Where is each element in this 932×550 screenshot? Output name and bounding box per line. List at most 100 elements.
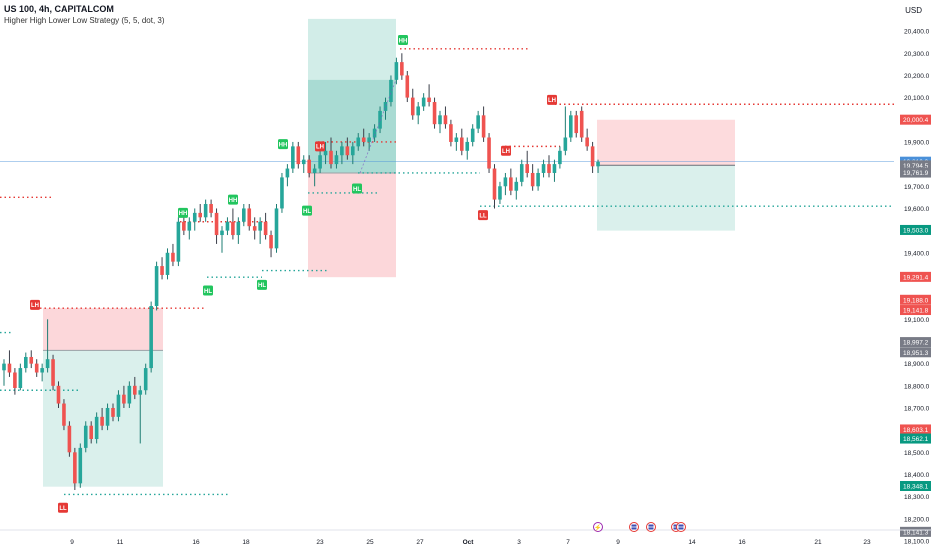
price-tag-label: 19,141.8 xyxy=(903,308,929,315)
candle xyxy=(56,381,61,408)
candle xyxy=(83,421,88,453)
candle xyxy=(389,75,393,107)
pivot-badge xyxy=(352,183,362,194)
candle xyxy=(122,385,126,408)
candle xyxy=(563,106,568,156)
x-tick-label: 9 xyxy=(70,539,74,546)
candle xyxy=(252,217,257,240)
candle xyxy=(552,159,557,182)
pivot-badge xyxy=(228,194,238,205)
pivot-label: LL xyxy=(59,506,67,512)
candle xyxy=(536,168,540,191)
candle xyxy=(323,141,328,165)
candle xyxy=(301,155,306,173)
price-tag xyxy=(900,160,931,171)
price-tag-label: 18,141.3 xyxy=(903,529,929,536)
candle xyxy=(509,168,513,196)
symbol-title[interactable]: US 100, 4h, CAPITALCOM xyxy=(4,4,114,14)
y-tick-label: 18,200.0 xyxy=(904,516,930,523)
candle xyxy=(242,204,246,227)
x-tick-label: 21 xyxy=(814,539,822,546)
candle xyxy=(525,150,529,178)
price-tag xyxy=(900,224,931,235)
candle xyxy=(198,204,202,222)
candle xyxy=(160,257,164,280)
x-tick-label: 18 xyxy=(242,539,250,546)
pivot-badge xyxy=(398,34,408,45)
candle xyxy=(351,141,355,165)
zigzag-line xyxy=(359,79,397,174)
price-tag xyxy=(900,424,931,435)
x-tick-label: 11 xyxy=(117,539,124,546)
price-tag xyxy=(900,271,931,282)
price-tag-label: 18,603.1 xyxy=(903,427,929,434)
candle xyxy=(18,363,23,391)
price-tag-label: 19,291.4 xyxy=(903,274,929,281)
candle xyxy=(356,133,361,151)
pivot-badge xyxy=(315,141,325,152)
candle xyxy=(443,106,448,129)
candle xyxy=(372,124,377,142)
candle xyxy=(13,368,17,395)
candle xyxy=(263,212,268,240)
candle xyxy=(329,137,333,169)
y-tick-label: 18,900.0 xyxy=(904,361,930,368)
candle xyxy=(340,141,344,165)
candle xyxy=(410,88,415,120)
candle xyxy=(274,204,279,253)
x-tick-label: 23 xyxy=(863,539,871,546)
target-zone-3 xyxy=(597,165,735,231)
candle xyxy=(62,399,66,431)
candle xyxy=(487,133,491,173)
price-tag xyxy=(900,167,931,178)
pivot-label: LH xyxy=(316,145,324,151)
candle xyxy=(127,381,132,408)
candle xyxy=(470,124,475,147)
candle xyxy=(176,217,181,267)
candle xyxy=(454,133,459,151)
pivot-badge xyxy=(302,205,312,216)
candle xyxy=(541,159,546,178)
candle xyxy=(171,243,175,267)
candle xyxy=(45,319,50,373)
price-tag xyxy=(900,347,931,358)
pivot-badge xyxy=(30,299,40,310)
candle xyxy=(73,447,77,491)
candle xyxy=(514,177,519,200)
candle xyxy=(590,141,595,173)
x-tick-label: 25 xyxy=(366,539,374,546)
candle xyxy=(378,106,382,134)
candle xyxy=(220,226,224,253)
pivot-badge xyxy=(58,502,68,513)
candle xyxy=(476,110,480,134)
candle xyxy=(111,403,115,422)
candle xyxy=(460,128,464,156)
y-tick-label: 19,900.0 xyxy=(904,139,930,146)
y-tick-label: 18,300.0 xyxy=(904,494,930,501)
y-tick-label: 20,400.0 xyxy=(904,29,930,36)
candle xyxy=(449,119,453,147)
pivot-badge xyxy=(501,145,511,156)
candle xyxy=(421,93,426,111)
x-tick-label: 16 xyxy=(192,539,200,546)
candle xyxy=(280,172,284,213)
pivot-badge xyxy=(547,94,557,105)
candle xyxy=(596,159,600,173)
indicator-legend[interactable]: Higher High Lower Low Strategy (5, 5, do… xyxy=(4,16,165,25)
candle xyxy=(100,407,104,431)
price-tag xyxy=(900,114,931,125)
candle xyxy=(51,354,55,391)
candle xyxy=(165,248,170,280)
pivot-label: LL xyxy=(479,213,487,219)
y-tick-label: 18,700.0 xyxy=(904,405,930,412)
candle xyxy=(312,164,317,187)
y-tick-label: 18,100.0 xyxy=(904,539,930,546)
candle xyxy=(225,217,230,236)
candle xyxy=(394,57,399,85)
pivot-label: HH xyxy=(399,38,408,44)
candle xyxy=(383,97,388,120)
stop-zone-1 xyxy=(43,308,163,351)
pivot-label: HL xyxy=(204,289,212,295)
pivot-label: HH xyxy=(179,211,188,217)
